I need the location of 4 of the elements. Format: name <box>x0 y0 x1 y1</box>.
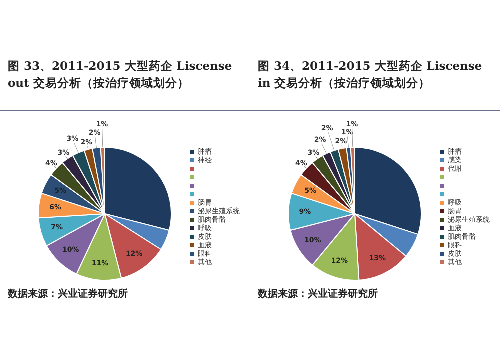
chart-title: 图 34、2011-2015 大型药企 Liscense in 交易分析（按治疗领域划分） <box>258 58 484 92</box>
chart-title: 图 33、2011-2015 大型药企 Liscense out 交易分析（按治疗领域划分） <box>8 58 234 92</box>
source-note: 数据来源：兴业证券研究所 <box>258 288 378 301</box>
source-note: 数据来源：兴业证券研究所 <box>8 288 128 301</box>
